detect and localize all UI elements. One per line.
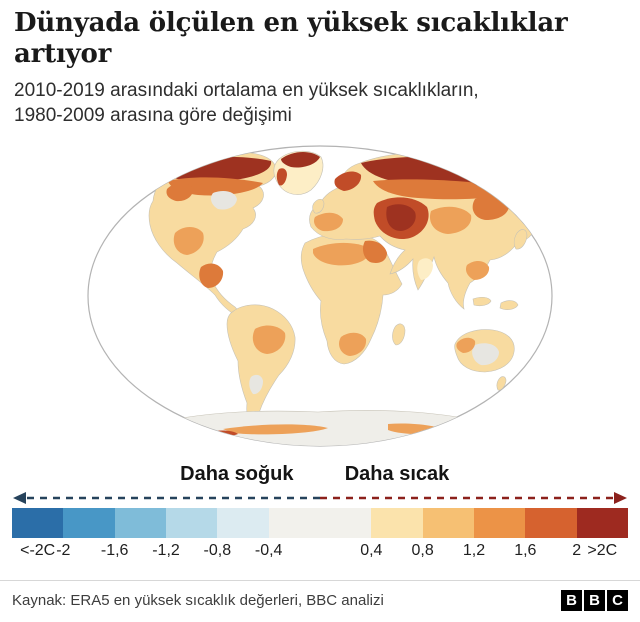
colorbar-tick-label: 1,2 bbox=[462, 541, 486, 559]
legend-labels: Daha soğuk Daha sıcak bbox=[12, 463, 628, 489]
bbc-logo-block: C bbox=[607, 590, 628, 611]
heat-patch-europe bbox=[313, 212, 343, 231]
colorbar-segment bbox=[371, 507, 423, 538]
page-subtitle: 2010-2019 arasındaki ortalama en yüksek … bbox=[14, 80, 479, 127]
colorbar-tick-label: -0,8 bbox=[203, 541, 232, 559]
left-arrow-icon bbox=[13, 491, 26, 504]
patch-australia-gray bbox=[472, 342, 499, 365]
colorbar-ticks: <-2C -2 -1,6 -1,2 -0,8 -0,4 0,4 0,8 1,2 1,6 2 >2C bbox=[12, 542, 628, 564]
heat-patch-west-us bbox=[173, 226, 204, 255]
colorbar-segment bbox=[473, 507, 526, 538]
patch-hudson-gray bbox=[210, 190, 237, 210]
colorbar-segment bbox=[165, 507, 218, 538]
colorbar-segment bbox=[12, 507, 64, 538]
region-new-zealand bbox=[496, 375, 507, 390]
colorbar-segment bbox=[63, 507, 115, 538]
world-map bbox=[0, 141, 640, 451]
page-title: Dünyada ölçülen en yüksek sıcaklıklar ar… bbox=[14, 8, 568, 69]
colorbar-tick-label: -0,4 bbox=[254, 541, 283, 559]
heat-patch-sahara bbox=[313, 242, 370, 265]
colorbar-tick-label: -1,6 bbox=[100, 541, 129, 559]
world-map-svg bbox=[87, 144, 553, 447]
region-new-guinea bbox=[499, 299, 519, 310]
colorbar-tick-label: <-2C bbox=[20, 541, 56, 559]
patch-india-pale bbox=[417, 257, 433, 280]
heat-patch-mexico bbox=[199, 263, 224, 288]
header: Dünyada ölçülen en yüksek sıcaklıklar ar… bbox=[0, 0, 640, 129]
heat-patch-northeast-africa bbox=[362, 240, 387, 263]
colorbar-tick-label: 1,6 bbox=[514, 541, 537, 559]
bbc-logo-block: B bbox=[584, 590, 605, 611]
colorbar-tick-label: >2C bbox=[587, 541, 618, 559]
heat-patch-mongolia bbox=[472, 195, 510, 220]
heat-patch-brazil bbox=[252, 325, 286, 354]
colorbar-segment bbox=[525, 507, 577, 538]
colorbar bbox=[12, 507, 628, 538]
region-british-isles bbox=[312, 198, 325, 213]
heat-patch-southeast-asia bbox=[465, 260, 490, 280]
heat-patch-southern-africa bbox=[339, 332, 367, 356]
source-text: Kaynak: ERA5 en yüksek sıcaklık değerler… bbox=[12, 592, 384, 609]
colorbar-segment bbox=[422, 507, 474, 538]
colorbar-tick-label: 0,4 bbox=[360, 541, 383, 559]
colorbar-segment bbox=[114, 507, 166, 538]
region-indonesia bbox=[472, 296, 492, 306]
footer: Kaynak: ERA5 en yüksek sıcaklık değerler… bbox=[0, 580, 640, 622]
patch-patagonia-gray bbox=[249, 374, 263, 394]
scale-direction-arrows bbox=[13, 491, 627, 504]
bbc-logo: B B C bbox=[561, 590, 628, 611]
colorbar-segment bbox=[217, 507, 269, 538]
colorbar-tick-label: -1,2 bbox=[152, 541, 180, 559]
colorbar-segment bbox=[268, 507, 372, 538]
colorbar-tick-label: -2 bbox=[56, 541, 71, 559]
cooler-label: Daha soğuk bbox=[180, 462, 294, 485]
colorbar-tick-label: 0,8 bbox=[411, 541, 434, 559]
region-madagascar bbox=[392, 323, 406, 345]
heat-patch-antarctica-west bbox=[223, 423, 328, 434]
heat-patch-scandinavia bbox=[334, 171, 362, 191]
heat-patch-alaska bbox=[166, 182, 194, 201]
heat-patch-greenland-north bbox=[281, 151, 320, 168]
right-arrow-icon bbox=[614, 491, 627, 504]
heat-patch-central-asia bbox=[429, 206, 472, 234]
heat-patch-west-australia bbox=[456, 337, 476, 353]
heat-patch-mideast-core bbox=[386, 203, 416, 231]
colorbar-tick-label: 2 bbox=[572, 541, 582, 559]
color-scale-legend: Daha soğuk Daha sıcak <-2C -2 -1,6 -1,2 -0,8… bbox=[12, 463, 628, 564]
heat-patch-greenland-west bbox=[276, 167, 287, 186]
bbc-logo-block: B bbox=[561, 590, 582, 611]
region-japan bbox=[513, 228, 528, 249]
warmer-label: Daha sıcak bbox=[344, 462, 450, 485]
colorbar-segment bbox=[576, 507, 628, 538]
